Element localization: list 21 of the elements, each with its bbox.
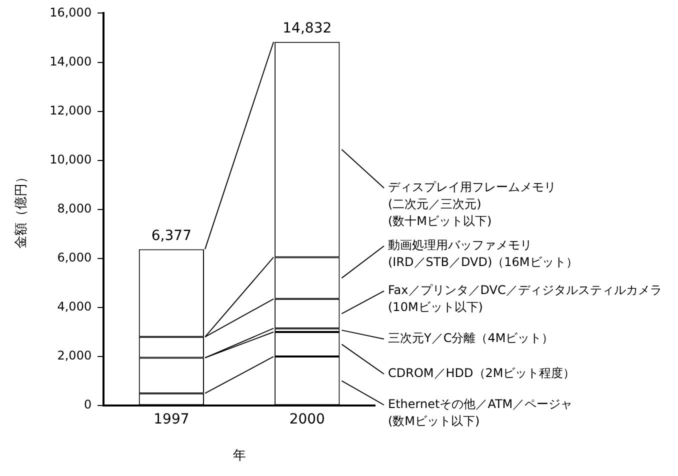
- y-tick-label: 6,000: [57, 250, 92, 265]
- total-label: 14,832: [282, 20, 332, 36]
- y-axis-title: 金額（億円）: [14, 170, 30, 248]
- y-tick-label: 12,000: [50, 103, 92, 118]
- y-tick-label: 16,000: [50, 5, 92, 20]
- text: 三次元Y／C分離（4Mビット）: [388, 331, 554, 346]
- y-tick-label: 10,000: [50, 152, 92, 166]
- x-tick-label: 2000: [289, 412, 325, 428]
- y-tick-label: 0: [84, 398, 92, 412]
- text: Ethernetその他／ATM／ページャ (数Mビット以下): [388, 397, 573, 428]
- text: 動画処理用バッファメモリ (IRD／STB／DVD)（16Mビット）: [388, 238, 578, 270]
- total-label: 6,377: [151, 228, 192, 244]
- y-tick-label: 8,000: [57, 202, 92, 216]
- y-tick-label: 14,000: [50, 54, 92, 68]
- y-tick-label: 2,000: [57, 348, 92, 363]
- x-tick-label: 1997: [154, 412, 190, 428]
- text: ディスプレイ用フレームメモリ (二次元／三次元) (数十Mビット以下): [388, 180, 556, 228]
- y-tick-label: 4,000: [57, 300, 92, 314]
- text: CDROM／HDD（2Mビット程度）: [388, 366, 576, 380]
- x-axis-title: 年: [232, 448, 246, 464]
- text: Fax／プリンタ／DVC／ディジタルスティルカメラ (10Mビット以下): [388, 283, 662, 314]
